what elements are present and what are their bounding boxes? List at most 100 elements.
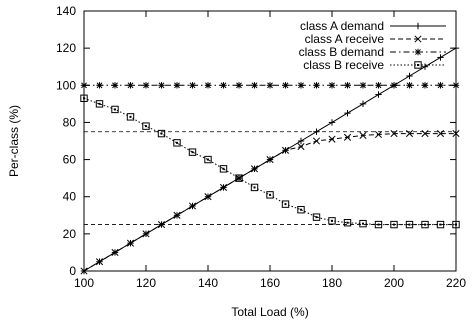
data-point — [266, 156, 274, 164]
data-point — [204, 193, 212, 201]
data-point — [158, 82, 165, 89]
data-point — [126, 239, 135, 247]
series-2 — [80, 82, 460, 89]
data-point — [421, 130, 429, 138]
data-point — [343, 133, 352, 141]
x-tick-label: 140 — [198, 276, 218, 290]
data-point — [235, 174, 243, 182]
data-point — [297, 82, 305, 89]
data-point — [188, 202, 197, 210]
data-point — [421, 82, 429, 89]
legend-label: class A demand — [300, 19, 384, 33]
data-point — [142, 122, 150, 130]
data-point — [297, 137, 305, 145]
legend-item: class B receive — [303, 58, 446, 72]
data-point — [282, 82, 289, 89]
data-point — [96, 82, 103, 89]
data-point — [344, 82, 351, 89]
legend-item: class B demand — [299, 45, 446, 59]
data-point — [390, 82, 398, 89]
x-tick-label: 160 — [260, 276, 280, 290]
data-point — [281, 200, 290, 208]
data-point — [266, 82, 274, 89]
y-tick-label: 60 — [63, 153, 77, 167]
y-tick-label: 100 — [56, 78, 76, 92]
data-point — [359, 219, 367, 228]
data-point — [328, 119, 336, 126]
data-point — [312, 213, 321, 221]
legend-label: class A receive — [305, 32, 385, 46]
data-point — [375, 82, 382, 89]
data-point — [313, 128, 320, 135]
data-point — [111, 248, 119, 256]
data-point — [204, 82, 212, 89]
y-axis-label: Per-class (%) — [7, 105, 21, 177]
data-point — [406, 72, 413, 80]
data-point — [436, 220, 445, 229]
data-point — [328, 217, 336, 225]
data-point — [375, 91, 382, 98]
y-tick-label: 140 — [56, 4, 76, 18]
data-point — [126, 113, 135, 121]
y-tick-label: 20 — [63, 227, 77, 241]
data-point — [95, 258, 104, 266]
data-point — [390, 130, 398, 138]
data-point — [95, 100, 104, 108]
data-point — [204, 155, 212, 164]
data-point — [142, 82, 150, 89]
reference-lines — [84, 131, 456, 225]
data-point — [220, 82, 227, 89]
data-point — [219, 165, 228, 173]
data-point — [173, 211, 181, 219]
x-tick-label: 220 — [446, 276, 466, 290]
data-point — [436, 130, 445, 138]
legend-label: class B receive — [303, 58, 384, 72]
data-point — [328, 135, 336, 143]
data-point — [266, 191, 274, 199]
y-tick-label: 0 — [69, 264, 76, 278]
data-point — [297, 206, 305, 214]
legend-label: class B demand — [299, 45, 384, 59]
legend-item: class A receive — [305, 32, 446, 46]
data-point — [359, 131, 367, 139]
data-point — [343, 219, 352, 227]
data-point — [188, 148, 197, 156]
data-point — [374, 130, 383, 139]
data-point — [406, 82, 413, 89]
x-tick-label: 100 — [74, 276, 94, 290]
data-point — [437, 82, 444, 89]
data-point — [173, 139, 181, 147]
data-point — [251, 82, 258, 89]
x-tick-label: 120 — [136, 276, 156, 290]
data-point — [359, 82, 367, 89]
plot-frame — [83, 10, 457, 272]
data-point — [405, 130, 414, 138]
data-point — [405, 220, 414, 229]
data-point — [142, 230, 150, 238]
data-point — [313, 82, 320, 89]
series-layer — [80, 44, 460, 275]
data-point — [374, 220, 383, 229]
axis-ticks: 100 120 140 160 180 200 220 0 20 40 60 80 100 120 140 — [56, 4, 466, 290]
x-axis-label: Total Load (%) — [231, 305, 308, 319]
legend-item: class A demand — [300, 19, 446, 33]
y-tick-label: 120 — [56, 41, 76, 55]
data-point — [111, 105, 119, 114]
data-point — [437, 54, 444, 61]
data-point — [359, 100, 367, 108]
data-point — [250, 165, 259, 173]
data-point — [312, 137, 321, 145]
data-point — [157, 129, 166, 138]
data-point — [414, 35, 422, 43]
data-point — [219, 183, 228, 191]
data-point — [111, 82, 119, 89]
data-point — [281, 146, 290, 154]
data-point — [421, 63, 429, 70]
x-tick-label: 180 — [322, 276, 342, 290]
y-tick-label: 80 — [63, 115, 77, 129]
x-tick-label: 200 — [384, 276, 404, 290]
series-1 — [80, 130, 460, 275]
data-point — [390, 220, 398, 229]
